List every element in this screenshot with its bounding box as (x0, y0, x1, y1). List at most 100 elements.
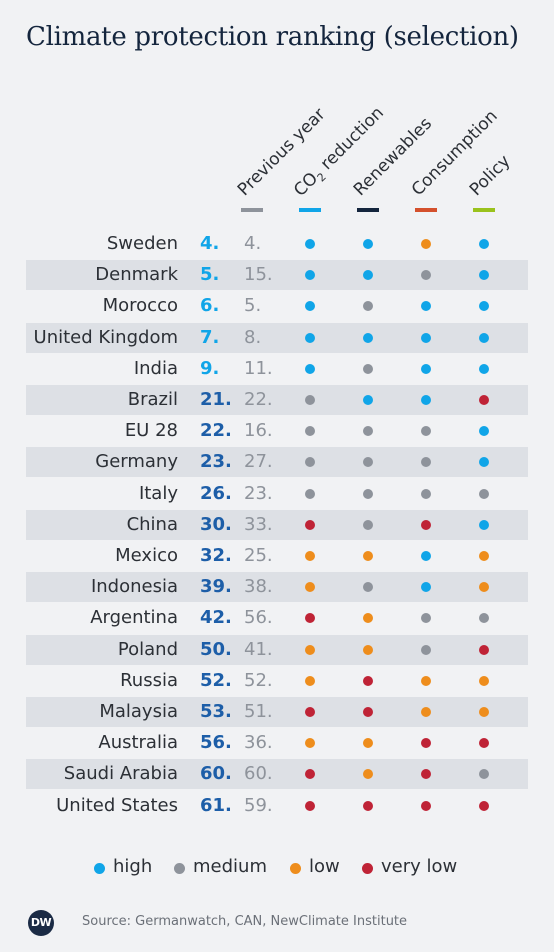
rating-dot-very-low (479, 738, 489, 749)
rating-dot-high (363, 239, 373, 249)
column-color-bar (415, 208, 437, 212)
column-color-bar (299, 208, 321, 212)
rating-dot-very-low (363, 707, 373, 717)
current-rank: 60. (200, 763, 232, 785)
rating-dot-medium (421, 426, 431, 437)
previous-rank: 56. (244, 607, 273, 629)
current-rank: 50. (200, 638, 232, 660)
table-row: Malaysia 53. 51. (26, 697, 528, 727)
legend-dot-low (290, 863, 301, 874)
rating-dot-high (479, 332, 489, 343)
rating-dot-very-low (479, 395, 489, 405)
current-rank: 53. (200, 701, 232, 722)
rating-dot-medium (479, 769, 489, 780)
rating-dot-high (479, 270, 489, 281)
country-name: Poland (117, 638, 178, 660)
rating-dot-very-low (305, 519, 315, 530)
legend-label: low (309, 856, 340, 877)
rating-dot-low (479, 707, 489, 717)
country-name: Brazil (127, 389, 178, 410)
country-name: India (133, 357, 178, 379)
rating-dot-low (479, 582, 489, 593)
table-row: Australia 56. 36. (26, 728, 528, 758)
country-name: Argentina (90, 607, 178, 629)
rating-dot-high (479, 239, 489, 249)
previous-rank: 25. (244, 545, 273, 566)
rating-dot-medium (305, 426, 315, 437)
column-color-bar (241, 208, 263, 212)
legend-dot-high (94, 863, 105, 874)
previous-rank: 60. (244, 763, 273, 785)
rating-dot-very-low (305, 800, 315, 811)
table-row: Sweden 4. 4. (26, 229, 528, 259)
rating-dot-medium (421, 644, 431, 655)
current-rank: 6. (200, 295, 220, 317)
previous-rank: 41. (244, 638, 273, 660)
rating-dot-medium (363, 488, 373, 499)
rating-dot-high (479, 457, 489, 468)
previous-rank: 11. (244, 357, 273, 379)
rating-dot-low (363, 551, 373, 561)
previous-rank: 52. (244, 669, 273, 691)
legend: high medium low very low (0, 856, 554, 882)
current-rank: 30. (200, 513, 232, 535)
country-name: Russia (120, 669, 178, 691)
rating-dot-very-low (305, 769, 315, 780)
country-name: Saudi Arabia (63, 763, 178, 785)
rating-dot-low (421, 707, 431, 717)
country-name: Australia (98, 732, 178, 754)
rating-dot-high (421, 551, 431, 561)
source-note: Source: Germanwatch, CAN, NewClimate Ins… (82, 914, 408, 929)
rating-dot-very-low (421, 519, 431, 530)
country-name: United Kingdom (33, 326, 178, 348)
rating-dot-high (305, 363, 315, 374)
column-color-bar (357, 208, 379, 212)
previous-rank: 5. (244, 295, 262, 317)
rating-dot-low (305, 582, 315, 593)
previous-rank: 8. (244, 326, 262, 348)
previous-rank: 4. (244, 233, 262, 254)
table-row: Poland 50. 41. (26, 634, 528, 665)
country-name: Indonesia (90, 576, 178, 598)
rating-dot-very-low (421, 769, 431, 780)
rating-dot-low (479, 675, 489, 686)
table-row: United Kingdom 7. 8. (26, 322, 528, 353)
rating-dot-very-low (421, 738, 431, 749)
rating-dot-high (305, 332, 315, 343)
table-row: Argentina 42. 56. (26, 603, 528, 633)
table-row: Brazil 21. 22. (26, 385, 528, 415)
table-row: Saudi Arabia 60. 60. (26, 759, 528, 790)
rating-dot-high (363, 395, 373, 405)
current-rank: 22. (200, 420, 232, 442)
country-name: Mexico (115, 545, 178, 566)
legend-dot-medium (174, 863, 185, 874)
rating-dot-medium (363, 457, 373, 468)
current-rank: 42. (200, 607, 232, 629)
rating-dot-low (421, 239, 431, 249)
rating-dot-medium (421, 488, 431, 499)
rating-dot-very-low (363, 675, 373, 686)
rating-dot-very-low (305, 707, 315, 717)
current-rank: 7. (200, 326, 220, 348)
rating-dot-low (363, 644, 373, 655)
current-rank: 23. (200, 451, 232, 473)
table-row: United States 61. 59. (26, 791, 528, 821)
rating-dot-medium (479, 613, 489, 624)
rating-dot-low (421, 675, 431, 686)
current-rank: 4. (200, 233, 220, 254)
rating-dot-high (305, 239, 315, 249)
rating-dot-medium (305, 457, 315, 468)
previous-rank: 36. (244, 732, 273, 754)
rating-dot-very-low (479, 644, 489, 655)
legend-dot-very-low (362, 863, 373, 874)
rating-dot-high (421, 395, 431, 405)
table-row: EU 28 22. 16. (26, 416, 528, 446)
table-row: Italy 26. 23. (26, 479, 528, 509)
dw-logo: DW (28, 910, 54, 936)
rating-dot-low (363, 769, 373, 780)
current-rank: 21. (200, 389, 232, 410)
rating-dot-very-low (363, 800, 373, 811)
rating-dot-medium (421, 270, 431, 281)
country-name: Morocco (102, 295, 178, 317)
rating-dot-high (479, 519, 489, 530)
